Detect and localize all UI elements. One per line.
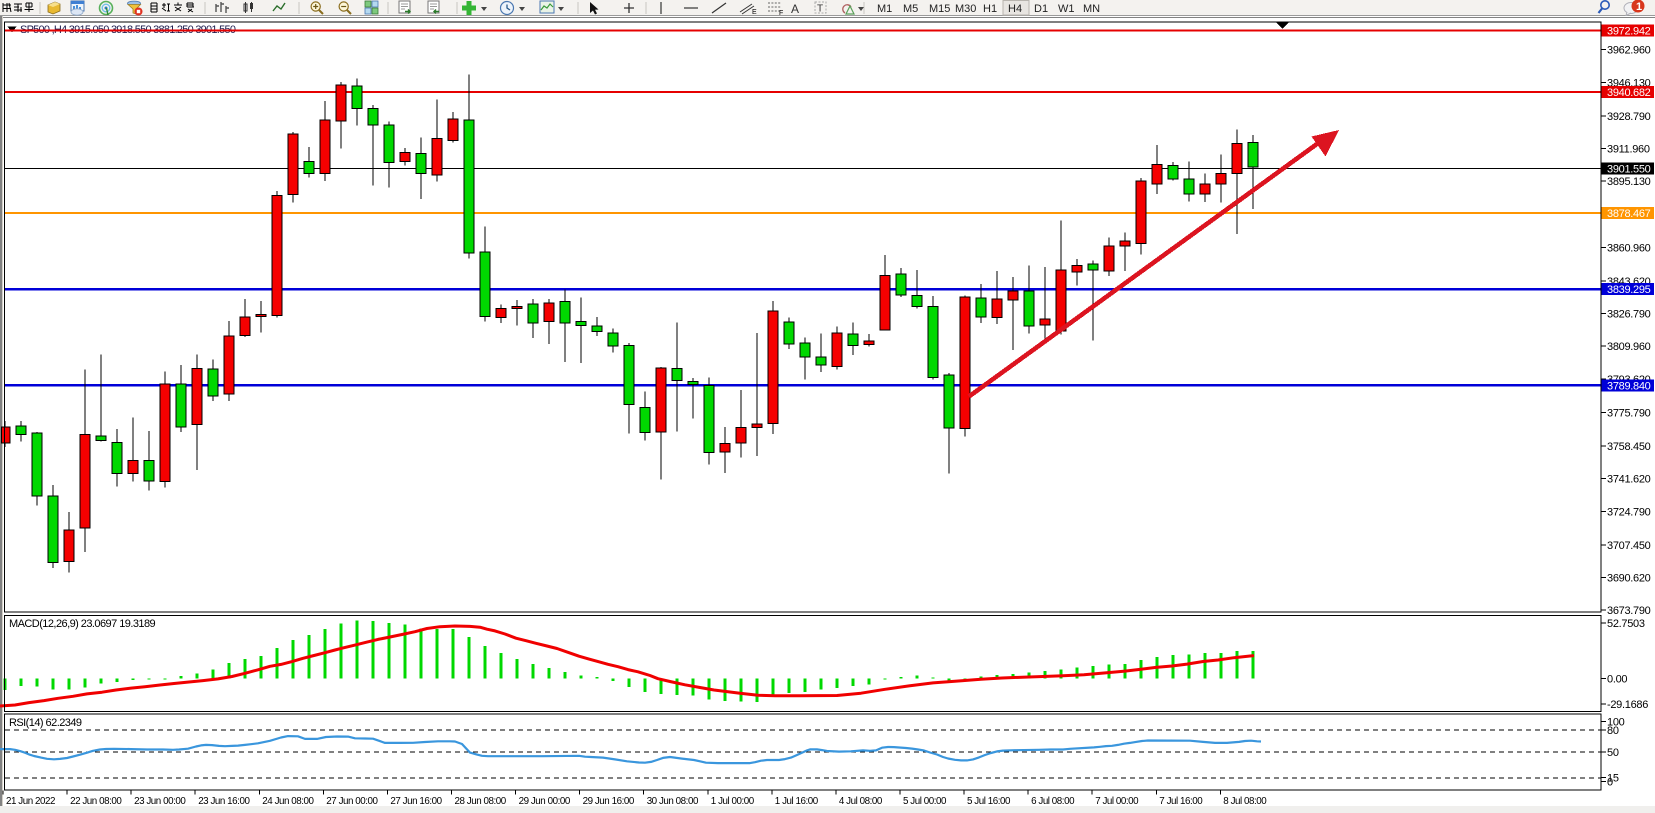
svg-text:4 Jul 08:00: 4 Jul 08:00 (839, 796, 883, 807)
svg-text:22 Jun 08:00: 22 Jun 08:00 (70, 796, 122, 807)
svg-text:3860.960: 3860.960 (1607, 242, 1651, 254)
svg-text:3839.295: 3839.295 (1607, 284, 1651, 296)
svg-text:3826.790: 3826.790 (1607, 309, 1651, 321)
svg-text:21 Jun 2022: 21 Jun 2022 (6, 796, 55, 807)
svg-text:80: 80 (1607, 725, 1619, 737)
svg-text:29 Jun 16:00: 29 Jun 16:00 (583, 796, 635, 807)
svg-text:7 Jul 00:00: 7 Jul 00:00 (1095, 796, 1139, 807)
svg-text:24 Jun 08:00: 24 Jun 08:00 (262, 796, 314, 807)
svg-text:3758.450: 3758.450 (1607, 441, 1651, 453)
svg-text:F: F (779, 10, 783, 16)
svg-text:H1: H1 (983, 3, 997, 15)
svg-text:RSI(14) 62.2349: RSI(14) 62.2349 (9, 717, 82, 729)
svg-text:7 Jul 16:00: 7 Jul 16:00 (1159, 796, 1203, 807)
svg-text:0.00: 0.00 (1607, 674, 1627, 686)
svg-text:M15: M15 (929, 3, 950, 15)
svg-text:3940.682: 3940.682 (1607, 87, 1651, 99)
svg-text:23 Jun 16:00: 23 Jun 16:00 (198, 796, 250, 807)
svg-text:3911.960: 3911.960 (1607, 144, 1650, 156)
svg-text:3741.620: 3741.620 (1607, 474, 1651, 486)
svg-text:50: 50 (1607, 747, 1619, 759)
svg-text:5 Jul 00:00: 5 Jul 00:00 (903, 796, 947, 807)
svg-text:5 Jul 16:00: 5 Jul 16:00 (967, 796, 1011, 807)
svg-text:0: 0 (1607, 777, 1613, 789)
svg-text:1: 1 (1636, 1, 1642, 13)
svg-text:M30: M30 (955, 3, 976, 15)
svg-text:3690.620: 3690.620 (1607, 573, 1651, 585)
svg-text:27 Jun 00:00: 27 Jun 00:00 (326, 796, 378, 807)
svg-text:D1: D1 (1034, 3, 1048, 15)
svg-text:52.7503: 52.7503 (1607, 618, 1645, 630)
svg-text:27 Jun 16:00: 27 Jun 16:00 (390, 796, 442, 807)
svg-text:28 Jun 08:00: 28 Jun 08:00 (455, 796, 507, 807)
svg-text:3962.960: 3962.960 (1607, 45, 1651, 57)
svg-text:30 Jun 08:00: 30 Jun 08:00 (647, 796, 699, 807)
svg-text:MACD(12,26,9) 23.0697 19.3189: MACD(12,26,9) 23.0697 19.3189 (9, 618, 156, 630)
svg-text:3707.450: 3707.450 (1607, 540, 1651, 552)
svg-text:8 Jul 08:00: 8 Jul 08:00 (1223, 796, 1267, 807)
svg-text:3809.960: 3809.960 (1607, 341, 1651, 353)
svg-text:MN: MN (1083, 3, 1100, 15)
svg-text:3673.790: 3673.790 (1607, 605, 1651, 617)
svg-text:-29.1686: -29.1686 (1607, 699, 1648, 711)
svg-text:T: T (817, 4, 823, 15)
svg-text:M1: M1 (877, 3, 892, 15)
svg-text:E: E (752, 9, 757, 16)
svg-text:100: 100 (1607, 717, 1625, 729)
svg-text:H4: H4 (1008, 3, 1022, 15)
svg-text:1 Jul 00:00: 1 Jul 00:00 (711, 796, 755, 807)
svg-text:M5: M5 (903, 3, 918, 15)
svg-text:3928.790: 3928.790 (1607, 111, 1651, 123)
svg-text:3878.467: 3878.467 (1607, 208, 1651, 220)
svg-text:29 Jun 00:00: 29 Jun 00:00 (519, 796, 571, 807)
svg-text:23 Jun 00:00: 23 Jun 00:00 (134, 796, 186, 807)
svg-text:3775.790: 3775.790 (1607, 408, 1651, 420)
svg-text:A: A (791, 2, 799, 16)
svg-text:3972.942: 3972.942 (1607, 25, 1651, 37)
svg-text:W1: W1 (1058, 3, 1075, 15)
svg-text:15: 15 (1607, 772, 1619, 784)
svg-text:3895.130: 3895.130 (1607, 176, 1651, 188)
svg-text:3901.550: 3901.550 (1607, 164, 1651, 176)
svg-text:3789.840: 3789.840 (1607, 380, 1651, 392)
svg-text:3724.790: 3724.790 (1607, 506, 1651, 518)
svg-text:6 Jul 08:00: 6 Jul 08:00 (1031, 796, 1075, 807)
svg-text:1 Jul 16:00: 1 Jul 16:00 (775, 796, 819, 807)
